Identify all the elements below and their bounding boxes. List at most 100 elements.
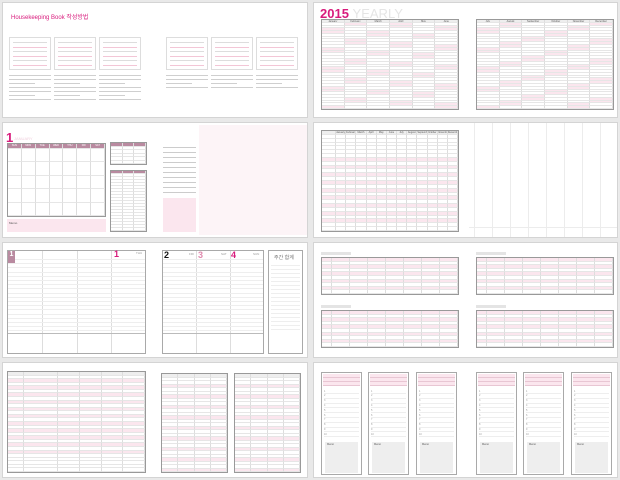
card-row[interactable]	[479, 407, 514, 409]
table-cell[interactable]	[499, 47, 523, 51]
row-line[interactable]	[163, 292, 263, 294]
table-cell[interactable]	[210, 377, 227, 381]
table-cell[interactable]	[283, 444, 300, 448]
table-cell[interactable]	[404, 258, 422, 262]
table-cell[interactable]	[541, 286, 559, 291]
table-cell[interactable]	[322, 339, 332, 344]
table-cell[interactable]	[427, 184, 438, 189]
table-cell[interactable]	[122, 228, 135, 231]
table-cell[interactable]	[322, 67, 345, 71]
table-cell[interactable]	[322, 265, 332, 269]
card-row[interactable]	[479, 426, 514, 428]
table-cell[interactable]	[590, 28, 613, 32]
table-cell[interactable]	[367, 22, 390, 26]
table-cell[interactable]	[322, 42, 345, 46]
table-cell[interactable]	[251, 419, 268, 423]
table-cell[interactable]	[101, 414, 124, 419]
table-cell[interactable]	[58, 461, 80, 465]
table-cell[interactable]	[541, 325, 559, 329]
table-cell[interactable]	[376, 204, 387, 208]
table-cell[interactable]	[522, 25, 545, 29]
table-cell[interactable]	[24, 439, 58, 444]
table-cell[interactable]	[267, 430, 284, 434]
table-cell[interactable]	[210, 433, 227, 437]
table-cell[interactable]	[386, 283, 404, 287]
table-cell[interactable]	[24, 382, 58, 387]
table-cell[interactable]	[499, 64, 523, 68]
table-cell[interactable]	[541, 336, 559, 340]
table-cell[interactable]	[447, 184, 458, 189]
table-cell[interactable]	[346, 150, 357, 155]
table-cell[interactable]	[283, 447, 300, 451]
table-cell[interactable]	[178, 405, 195, 409]
table-cell[interactable]	[477, 314, 487, 319]
table-cell[interactable]	[590, 100, 613, 104]
table-cell[interactable]	[567, 86, 591, 90]
table-cell[interactable]	[477, 106, 500, 109]
table-cell[interactable]	[567, 92, 591, 96]
table-cell[interactable]	[210, 430, 227, 434]
table-cell[interactable]	[487, 283, 505, 287]
table-cell[interactable]	[322, 58, 345, 62]
table-cell[interactable]	[178, 412, 195, 416]
table-cell[interactable]	[322, 279, 332, 284]
table-cell[interactable]	[350, 321, 368, 326]
card-row[interactable]	[419, 431, 454, 433]
card-row[interactable]	[479, 397, 514, 399]
table-cell[interactable]	[447, 211, 458, 216]
table-cell[interactable]	[477, 268, 487, 273]
table-cell[interactable]	[487, 321, 505, 326]
table-cell[interactable]	[397, 177, 408, 181]
table-cell[interactable]	[251, 412, 268, 416]
table-cell[interactable]	[356, 150, 367, 155]
table-cell[interactable]	[522, 47, 545, 51]
table-cell[interactable]	[322, 188, 336, 193]
table-cell[interactable]	[346, 200, 357, 205]
table-cell[interactable]	[21, 202, 36, 216]
table-cell[interactable]	[567, 64, 591, 68]
table-cell[interactable]	[283, 405, 300, 409]
table-cell[interactable]	[123, 457, 145, 462]
table-cell[interactable]	[386, 154, 397, 158]
table-cell[interactable]	[422, 318, 440, 322]
table-cell[interactable]	[567, 42, 591, 46]
table-cell[interactable]	[544, 61, 568, 65]
table-cell[interactable]	[376, 180, 387, 185]
table-cell[interactable]	[417, 196, 428, 201]
table-cell[interactable]	[386, 173, 397, 178]
table-cell[interactable]	[24, 461, 58, 465]
table-cell[interactable]	[283, 388, 300, 392]
table-cell[interactable]	[77, 202, 92, 216]
table-cell[interactable]	[499, 83, 523, 87]
table-cell[interactable]	[123, 454, 145, 458]
table-cell[interactable]	[522, 81, 545, 84]
table-cell[interactable]	[544, 28, 568, 32]
table-cell[interactable]	[111, 174, 123, 177]
summary-row[interactable]	[271, 269, 300, 270]
card-row[interactable]	[324, 431, 359, 433]
table-cell[interactable]	[487, 272, 505, 276]
table-cell[interactable]	[404, 325, 422, 329]
table-cell[interactable]	[487, 265, 505, 269]
table-cell[interactable]	[541, 283, 559, 287]
table-cell[interactable]	[590, 36, 613, 40]
table-cell[interactable]	[332, 325, 350, 329]
table-cell[interactable]	[267, 402, 284, 406]
table-cell[interactable]	[356, 188, 367, 193]
table-cell[interactable]	[427, 180, 438, 185]
table-cell[interactable]	[123, 404, 145, 408]
table-cell[interactable]	[58, 425, 80, 430]
table-cell[interactable]	[477, 89, 500, 93]
table-cell[interactable]	[544, 72, 568, 76]
table-cell[interactable]	[24, 436, 58, 440]
table-cell[interactable]	[367, 58, 390, 62]
table-cell[interactable]	[134, 177, 146, 180]
card-row[interactable]	[526, 402, 561, 404]
card-header-row[interactable]	[478, 382, 515, 386]
table-cell[interactable]	[440, 311, 458, 315]
table-cell[interactable]	[577, 290, 595, 294]
table-cell[interactable]	[417, 200, 428, 205]
table-cell[interactable]	[79, 386, 102, 390]
table-cell[interactable]	[367, 92, 390, 96]
table-cell[interactable]	[346, 192, 357, 197]
